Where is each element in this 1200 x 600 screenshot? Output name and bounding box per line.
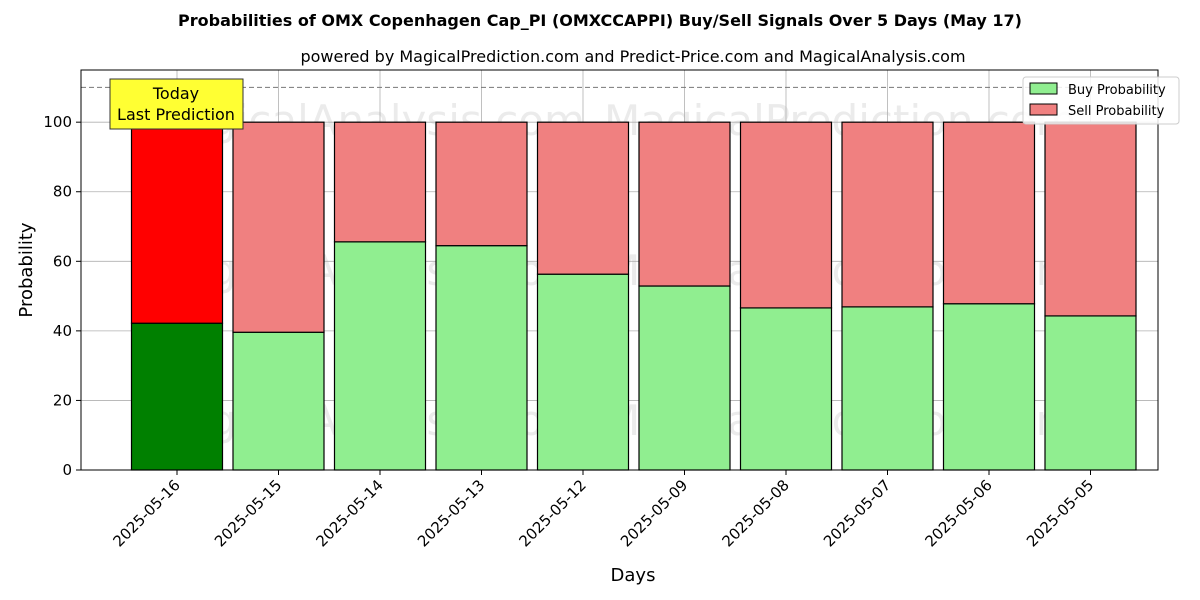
annotation-box [109, 78, 244, 130]
bar-sell [536, 121, 630, 275]
legend-swatch-sell [1029, 103, 1058, 116]
bar-buy [130, 322, 224, 471]
bar-sell [638, 121, 731, 287]
bar-sell [739, 121, 833, 309]
chart-title: Probabilities of OMX Copenhagen Cap_PI (… [178, 11, 1022, 30]
bar-sell [1044, 121, 1137, 317]
bar-buy [536, 273, 630, 471]
legend-label-buy: Buy Probability [1068, 83, 1166, 98]
y-axis-ticks: 0 20 40 60 80 100 [43, 113, 81, 479]
bar-buy [739, 307, 833, 471]
bars [130, 121, 1137, 471]
bar-sell [435, 121, 528, 247]
x-tick-label: 2025-05-07 [820, 476, 894, 550]
x-axis-ticks: 2025-05-16 2025-05-15 2025-05-14 2025-05-13… [109, 470, 1097, 550]
x-tick-label: 2025-05-12 [515, 476, 589, 550]
x-tick-label: 2025-05-08 [718, 476, 792, 550]
bar-sell [130, 121, 224, 324]
x-tick-label: 2025-05-14 [312, 476, 386, 550]
y-tick-label: 20 [53, 391, 72, 409]
x-tick-label: 2025-05-09 [617, 476, 691, 550]
x-tick-label: 2025-05-16 [109, 476, 183, 550]
bar-sell [942, 121, 1036, 305]
bar-buy [1044, 315, 1137, 471]
bar-buy [333, 241, 427, 471]
bar-sell [232, 121, 325, 333]
legend: Buy Probability Sell Probability [1022, 76, 1180, 125]
x-tick-label: 2025-05-05 [1023, 476, 1097, 550]
today-annotation: Today Last Prediction [109, 78, 244, 130]
y-tick-label: 60 [53, 252, 72, 270]
x-axis-label: Days [611, 565, 656, 586]
x-tick-label: 2025-05-06 [921, 476, 995, 550]
legend-label-sell: Sell Probability [1068, 104, 1165, 119]
y-tick-label: 0 [62, 461, 72, 479]
annotation-line2: Last Prediction [117, 105, 235, 124]
y-axis-label: Probability [16, 222, 37, 317]
y-tick-label: 40 [53, 322, 72, 340]
y-tick-label: 100 [43, 113, 72, 131]
bar-sell [841, 121, 934, 308]
bar-sell [333, 121, 427, 243]
bar-buy [435, 245, 528, 471]
x-tick-label: 2025-05-15 [211, 476, 285, 550]
plot-frame [80, 69, 1159, 471]
x-tick-label: 2025-05-13 [414, 476, 488, 550]
bar-buy [638, 285, 731, 471]
legend-swatch-buy [1029, 82, 1058, 95]
bar-buy [841, 306, 934, 471]
annotation-line1: Today [152, 84, 199, 103]
chart-subtitle: powered by MagicalPrediction.com and Pre… [300, 47, 965, 66]
bar-buy [232, 331, 325, 471]
y-tick-label: 80 [53, 183, 72, 201]
bar-buy [942, 303, 1036, 471]
legend-box [1022, 76, 1180, 125]
